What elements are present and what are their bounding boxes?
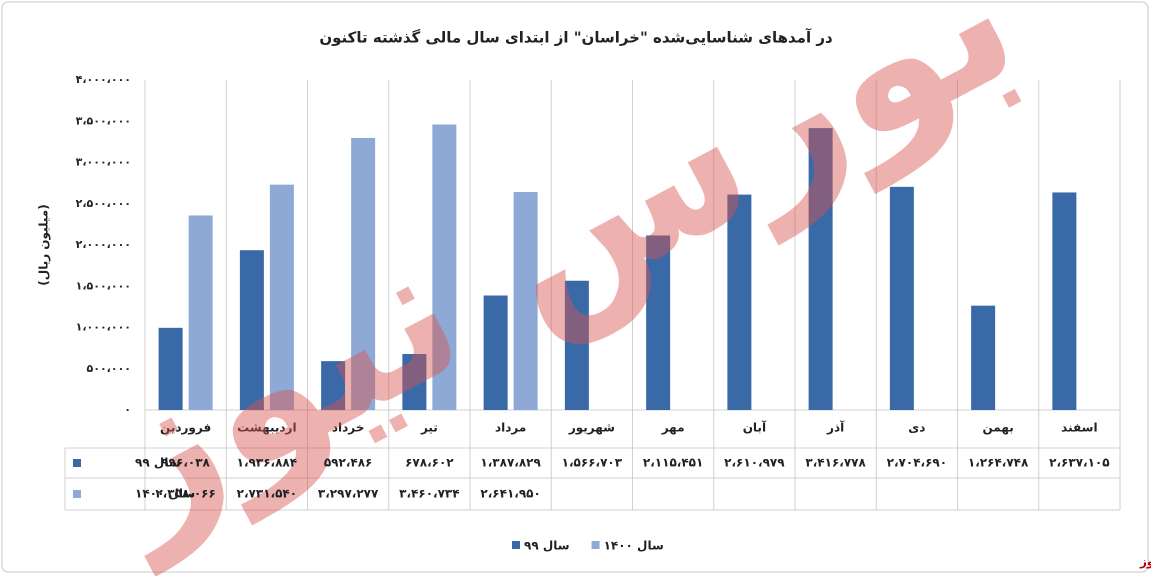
x-tick-label: اردیبهشت xyxy=(237,421,296,435)
table-value: ۱،۳۸۷،۸۲۹ xyxy=(480,456,541,470)
bar xyxy=(889,186,914,410)
y-tick-label: ۴،۰۰۰،۰۰۰ xyxy=(76,73,131,86)
bar xyxy=(432,124,457,411)
legend-label: سال ۱۴۰۰ xyxy=(604,539,664,553)
table-value: ۲،۱۱۵،۴۵۱ xyxy=(643,456,703,470)
chart-title: در آمدهای شناسایی‌شده "خراسان" از ابتدای… xyxy=(319,29,833,47)
table-value: ۲،۷۰۴،۶۹۰ xyxy=(887,456,947,470)
table-series-name: سال ۱۴۰۰ xyxy=(135,487,195,501)
bar xyxy=(646,235,671,410)
bar xyxy=(351,137,376,410)
table-value: ۱،۹۳۶،۸۸۴ xyxy=(237,456,297,470)
y-tick-label: ۲،۰۰۰،۰۰۰ xyxy=(76,238,131,251)
bar xyxy=(1052,192,1077,410)
table-value: ۲،۶۳۷،۱۰۵ xyxy=(1049,456,1109,470)
bar xyxy=(158,327,183,410)
y-axis-label: (میلیون ریال) xyxy=(37,204,52,285)
x-tick-label: مهر xyxy=(661,421,685,435)
bar xyxy=(402,354,427,410)
y-tick-label: ۵۰۰،۰۰۰ xyxy=(87,362,131,375)
table-value: ۵۹۲،۴۸۶ xyxy=(324,456,373,470)
table-value: ۲،۷۳۱،۵۴۰ xyxy=(237,487,297,501)
y-tick-label: ۱،۵۰۰،۰۰۰ xyxy=(76,279,131,292)
table-value: ۳،۲۹۷،۲۷۷ xyxy=(318,487,379,501)
x-tick-label: مرداد xyxy=(495,421,526,435)
y-tick-label: ۱،۰۰۰،۰۰۰ xyxy=(76,321,131,334)
legend-swatch xyxy=(512,541,520,549)
bar xyxy=(808,128,833,410)
y-tick-label: ۳،۰۰۰،۰۰۰ xyxy=(76,156,131,169)
table-value: ۱،۲۶۴،۷۴۸ xyxy=(968,456,1029,470)
x-tick-label: فروردین xyxy=(160,421,211,436)
x-tick-label: بهمن xyxy=(982,421,1013,435)
legend-label: سال ۹۹ xyxy=(524,539,570,553)
bar xyxy=(513,192,538,410)
legend-swatch xyxy=(73,490,81,498)
bar xyxy=(321,361,346,410)
bar xyxy=(971,305,996,410)
table-value: ۳،۴۶۰،۷۳۴ xyxy=(399,487,459,501)
table-value: ۹۹۶،۰۳۸ xyxy=(161,456,210,470)
table-value: ۲،۶۱۰،۹۷۹ xyxy=(724,456,785,470)
legend-swatch xyxy=(73,459,81,467)
table-series-name: سال ۹۹ xyxy=(135,456,181,470)
bar xyxy=(727,194,752,410)
x-tick-label: تیر xyxy=(420,421,438,435)
y-tick-label: ۳،۵۰۰،۰۰۰ xyxy=(76,114,131,127)
table-value: ۲،۳۵۸،۰۶۶ xyxy=(155,487,215,501)
bar xyxy=(239,250,264,410)
table-value: ۶۷۸،۶۰۲ xyxy=(405,456,454,470)
x-tick-label: آذر xyxy=(826,420,845,435)
table-value: ۳،۴۱۶،۷۷۸ xyxy=(805,456,866,470)
bar xyxy=(188,215,213,410)
bar xyxy=(483,295,508,410)
table-value: ۱،۵۶۶،۷۰۳ xyxy=(562,456,623,470)
bar xyxy=(269,184,294,410)
source: بورس نیوز xyxy=(1139,555,1151,570)
legend-swatch xyxy=(591,541,600,549)
x-tick-label: آبان xyxy=(743,420,767,435)
x-tick-label: شهریور xyxy=(568,421,615,436)
bar xyxy=(564,280,589,410)
table-value: ۲،۶۴۱،۹۵۰ xyxy=(480,487,540,501)
x-tick-label: دی xyxy=(908,421,925,435)
x-tick-label: اسفند xyxy=(1061,421,1097,435)
x-tick-label: خرداد xyxy=(332,421,365,435)
y-tick-label: ۲،۵۰۰،۰۰۰ xyxy=(76,197,131,210)
y-tick-label: ۰ xyxy=(124,403,131,416)
